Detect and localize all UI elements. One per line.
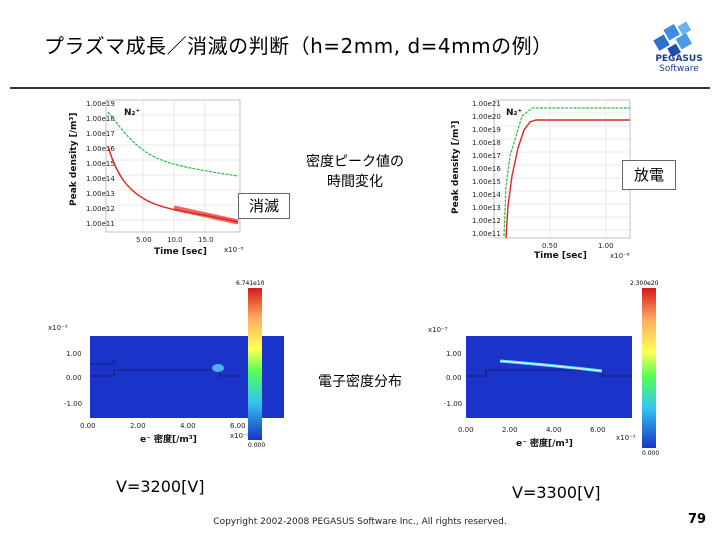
pegasus-logo-icon xyxy=(653,21,693,58)
right-map-xunit: x10⁻³ xyxy=(616,434,636,442)
left-map-ytick: -1.00 xyxy=(64,400,82,408)
discharge-callout: 放電 xyxy=(622,160,676,190)
right-map-xtick: 0.00 xyxy=(458,426,474,434)
right-xtick: 0.50 xyxy=(542,242,558,250)
voltage-left: V=3200[V] xyxy=(116,477,205,496)
left-xtick: 5.00 xyxy=(136,236,152,244)
left-colorbar xyxy=(248,288,262,440)
right-colorbar-min: 0.000 xyxy=(642,450,660,457)
right-ytick: 1.00e12 xyxy=(472,217,501,225)
green-curve xyxy=(503,107,630,237)
page-number: 79 xyxy=(688,512,707,527)
left-ytick: 1.00e17 xyxy=(86,130,115,138)
left-ytick: 1.00e19 xyxy=(86,100,115,108)
logo-text: PEGASUS Software xyxy=(646,54,712,74)
left-ytick: 1.00e14 xyxy=(86,175,115,183)
right-ytick: 1.00e14 xyxy=(472,191,501,199)
right-map-xtick: 6.00 xyxy=(590,426,606,434)
right-ytick: 1.00e16 xyxy=(472,165,501,173)
right-xlabel: Time [sec] xyxy=(534,251,587,261)
right-ytick: 1.00e11 xyxy=(472,230,501,238)
right-ytick: 1.00e20 xyxy=(472,113,501,121)
voltage-right: V=3300[V] xyxy=(512,483,601,502)
left-species-label: N₂⁺ xyxy=(124,108,140,118)
right-map-xtick: 4.00 xyxy=(546,426,562,434)
left-colorbar-min: 0.000 xyxy=(248,442,266,449)
right-ylabel: Peak density [/m³] xyxy=(451,121,461,214)
left-ytick: 1.00e12 xyxy=(86,205,115,213)
left-map-xunit: x10⁻³ xyxy=(230,432,250,440)
extinction-callout: 消滅 xyxy=(238,193,290,219)
left-density-plot: 1.00e19 1.00e18 1.00e17 1.00e16 1.00e15 … xyxy=(69,99,244,257)
left-ytick: 1.00e13 xyxy=(86,190,115,198)
right-map-ytick: 0.00 xyxy=(446,374,462,382)
left-ytick: 1.00e16 xyxy=(86,145,115,153)
density-distribution-label: 電子密度分布 xyxy=(318,374,402,390)
left-xtick: 10.0 xyxy=(167,236,183,244)
copyright: Copyright 2002-2008 PEGASUS Software Inc… xyxy=(213,517,507,527)
left-map-yunit: x10⁻³ xyxy=(48,324,68,332)
title-divider xyxy=(10,87,710,89)
left-xlabel: Time [sec] xyxy=(154,247,207,257)
right-xunit: x10⁻⁸ xyxy=(610,252,630,260)
logo-line2: Software xyxy=(659,64,699,74)
right-ytick: 1.00e18 xyxy=(472,139,501,147)
left-map-xlabel: e⁻ 密度[/m³] xyxy=(140,433,197,445)
right-species-label: N₂⁺ xyxy=(506,108,522,118)
right-map-xtick: 2.00 xyxy=(502,426,518,434)
right-density-map: x10⁻³ 1.00 0.00 -1.00 0.00 2.00 4.00 6.0… xyxy=(428,326,636,449)
left-map-ytick: 1.00 xyxy=(66,350,82,358)
right-density-plot: 1.00e21 1.00e20 1.00e19 1.00e18 1.00e17 … xyxy=(451,99,631,261)
logo-line1: PEGASUS xyxy=(655,54,703,64)
left-ytick: 1.00e18 xyxy=(86,115,115,123)
left-map-xtick: 0.00 xyxy=(80,422,96,430)
right-ytick: 1.00e15 xyxy=(472,178,501,186)
slide-title: プラズマ成長／消滅の判断（h=2mm, d=4mmの例） xyxy=(44,34,553,58)
left-map-ytick: 0.00 xyxy=(66,374,82,382)
right-map-field xyxy=(466,336,632,418)
right-ytick: 1.00e13 xyxy=(472,204,501,212)
right-map-yunit: x10⁻³ xyxy=(428,326,448,334)
right-map-ytick: -1.00 xyxy=(444,400,462,408)
time-change-label: 密度ピーク値の 時間変化 xyxy=(306,154,404,190)
left-ytick: 1.00e11 xyxy=(86,220,115,228)
left-map-xtick: 6.00 xyxy=(230,422,246,430)
left-xtick: 15.0 xyxy=(198,236,214,244)
red-curve-band xyxy=(173,205,239,225)
left-map-xtick: 2.00 xyxy=(130,422,146,430)
left-ytick: 1.00e15 xyxy=(86,160,115,168)
left-ylabel: Peak density [/m³] xyxy=(69,113,79,206)
right-xtick: 1.00 xyxy=(598,242,614,250)
right-map-xlabel: e⁻ 密度[/m³] xyxy=(516,437,573,449)
right-colorbar xyxy=(642,288,656,448)
right-ytick: 1.00e21 xyxy=(472,100,501,108)
right-colorbar-max: 2.300e20 xyxy=(630,280,659,287)
right-ytick: 1.00e17 xyxy=(472,152,501,160)
left-colorbar-max: 6.741e10 xyxy=(236,280,265,287)
green-curve xyxy=(107,111,239,177)
right-map-ytick: 1.00 xyxy=(446,350,462,358)
red-curve xyxy=(505,119,630,239)
right-ytick: 1.00e19 xyxy=(472,126,501,134)
left-xunit: x10⁻⁸ xyxy=(224,246,244,254)
left-map-xtick: 4.00 xyxy=(180,422,196,430)
